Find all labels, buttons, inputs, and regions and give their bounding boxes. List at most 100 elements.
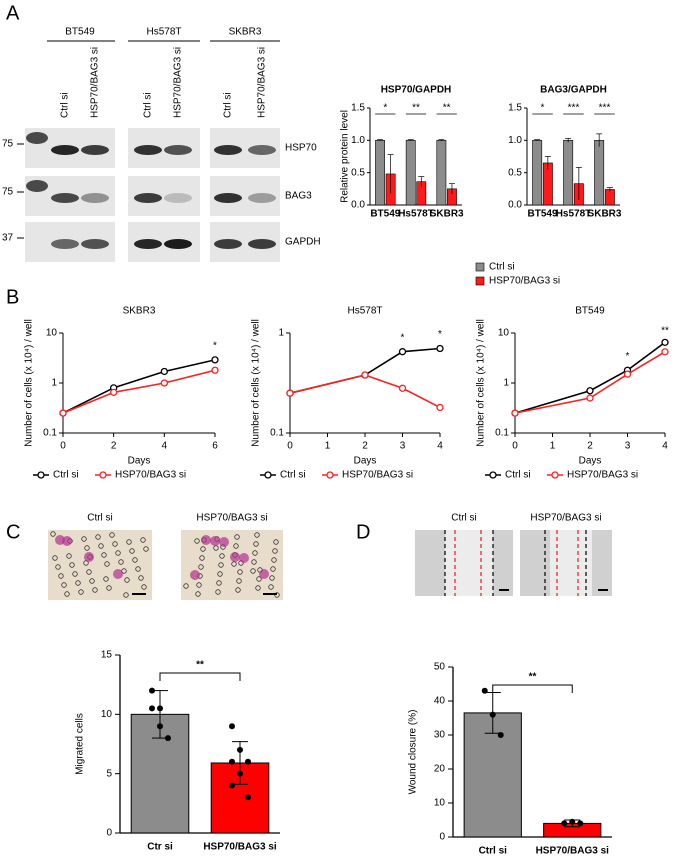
legend-marker [264, 471, 272, 479]
y-tick-label: 40 [434, 696, 446, 707]
legend-label: HSP70/BAG3 si [115, 470, 186, 481]
significance: * [438, 329, 442, 340]
data-point [229, 758, 235, 765]
cell [250, 568, 256, 574]
cell [255, 585, 261, 591]
data-point [229, 782, 235, 789]
significance: ** [196, 660, 204, 671]
point [286, 389, 294, 397]
cell [52, 555, 58, 561]
cell [194, 538, 200, 544]
cell [64, 591, 70, 597]
x-tick-label: SKBR3 [588, 209, 622, 220]
cell [109, 532, 115, 538]
cell [198, 564, 204, 570]
x-tick-label: HSP70/BAG3 si [536, 846, 610, 857]
legend-label: HSP70/BAG3 si [342, 470, 413, 481]
blot-band [164, 239, 192, 249]
series-line [514, 341, 666, 414]
legend-label: Ctrl si [505, 470, 531, 481]
point [586, 394, 594, 402]
legend-marker [326, 471, 334, 479]
legend-marker [37, 471, 45, 479]
cell [269, 575, 275, 581]
blot-band [248, 145, 276, 155]
y-axis-label: Migrated cells [75, 713, 86, 775]
lane-label: HSP70/BAG3 si [173, 47, 184, 118]
point [59, 409, 67, 417]
cell [233, 543, 239, 549]
point [661, 348, 669, 356]
cell [195, 591, 201, 597]
ladder-band [26, 180, 48, 192]
point [211, 366, 219, 374]
cell [218, 562, 224, 568]
bar [594, 140, 605, 206]
lane-label: HSP70/BAG3 si [257, 47, 268, 118]
blot-band [51, 239, 79, 249]
y-tick-label: 10 [101, 709, 113, 720]
x-tick-label: 2 [362, 441, 368, 452]
cell [129, 548, 135, 554]
panel-label: C [6, 521, 20, 543]
wound-gap [445, 530, 493, 596]
blot-band [214, 239, 242, 249]
cell [270, 566, 276, 572]
cell [123, 592, 129, 598]
cell [61, 582, 67, 588]
y-axis-label: Number of cells (x 10⁴) / well [476, 319, 487, 447]
significance: * [401, 332, 405, 343]
blot-band [248, 239, 276, 249]
stained-cell [259, 569, 269, 579]
y-tick-label: 10 [46, 328, 58, 339]
bar [405, 140, 416, 206]
cell [126, 539, 132, 545]
lane-label: Ctrl si [223, 92, 234, 118]
cell [118, 559, 124, 565]
cell [216, 580, 222, 586]
cell [217, 571, 223, 577]
legend-label: HSP70/BAG3 si [489, 276, 560, 287]
cell [252, 550, 258, 556]
data-point [237, 746, 243, 753]
legend-label: HSP70/BAG3 si [567, 470, 638, 481]
legend-label: Ctrl si [280, 470, 306, 481]
x-tick-label: 4 [662, 441, 668, 452]
cell [132, 557, 138, 563]
data-point [229, 723, 235, 730]
blot-band [164, 193, 192, 203]
significance: *** [599, 103, 611, 114]
y-tick-label: 5 [106, 768, 112, 779]
series-line [62, 369, 216, 414]
point [661, 338, 669, 347]
marker-label: 75 [2, 187, 14, 198]
cell [235, 587, 241, 593]
stained-cell [210, 536, 220, 546]
significance: * [626, 351, 630, 362]
stained-cell [62, 536, 72, 546]
x-tick-label: Ctr si [147, 842, 173, 853]
lane-label: Ctrl si [60, 92, 71, 118]
cell [200, 546, 206, 552]
x-tick-label: 4 [437, 441, 443, 452]
x-tick-label: 2 [111, 441, 117, 452]
bar [375, 140, 385, 206]
cell [124, 577, 130, 583]
cell [253, 541, 259, 547]
y-tick-label: 0.1 [495, 428, 509, 439]
stained-cell [201, 535, 211, 545]
marker-label: 75 [2, 139, 14, 150]
data-point [149, 705, 155, 712]
y-tick-label: 30 [434, 730, 446, 741]
blot-band [81, 239, 109, 249]
protein-label: BAG3 [285, 191, 312, 202]
significance: * [383, 103, 387, 114]
y-tick-label: 0 [439, 832, 445, 843]
cell [219, 553, 225, 559]
cell [237, 569, 243, 575]
bar [563, 140, 574, 206]
cell [199, 555, 205, 561]
x-tick-label: Hs578T [556, 209, 592, 220]
series-line [289, 374, 441, 409]
